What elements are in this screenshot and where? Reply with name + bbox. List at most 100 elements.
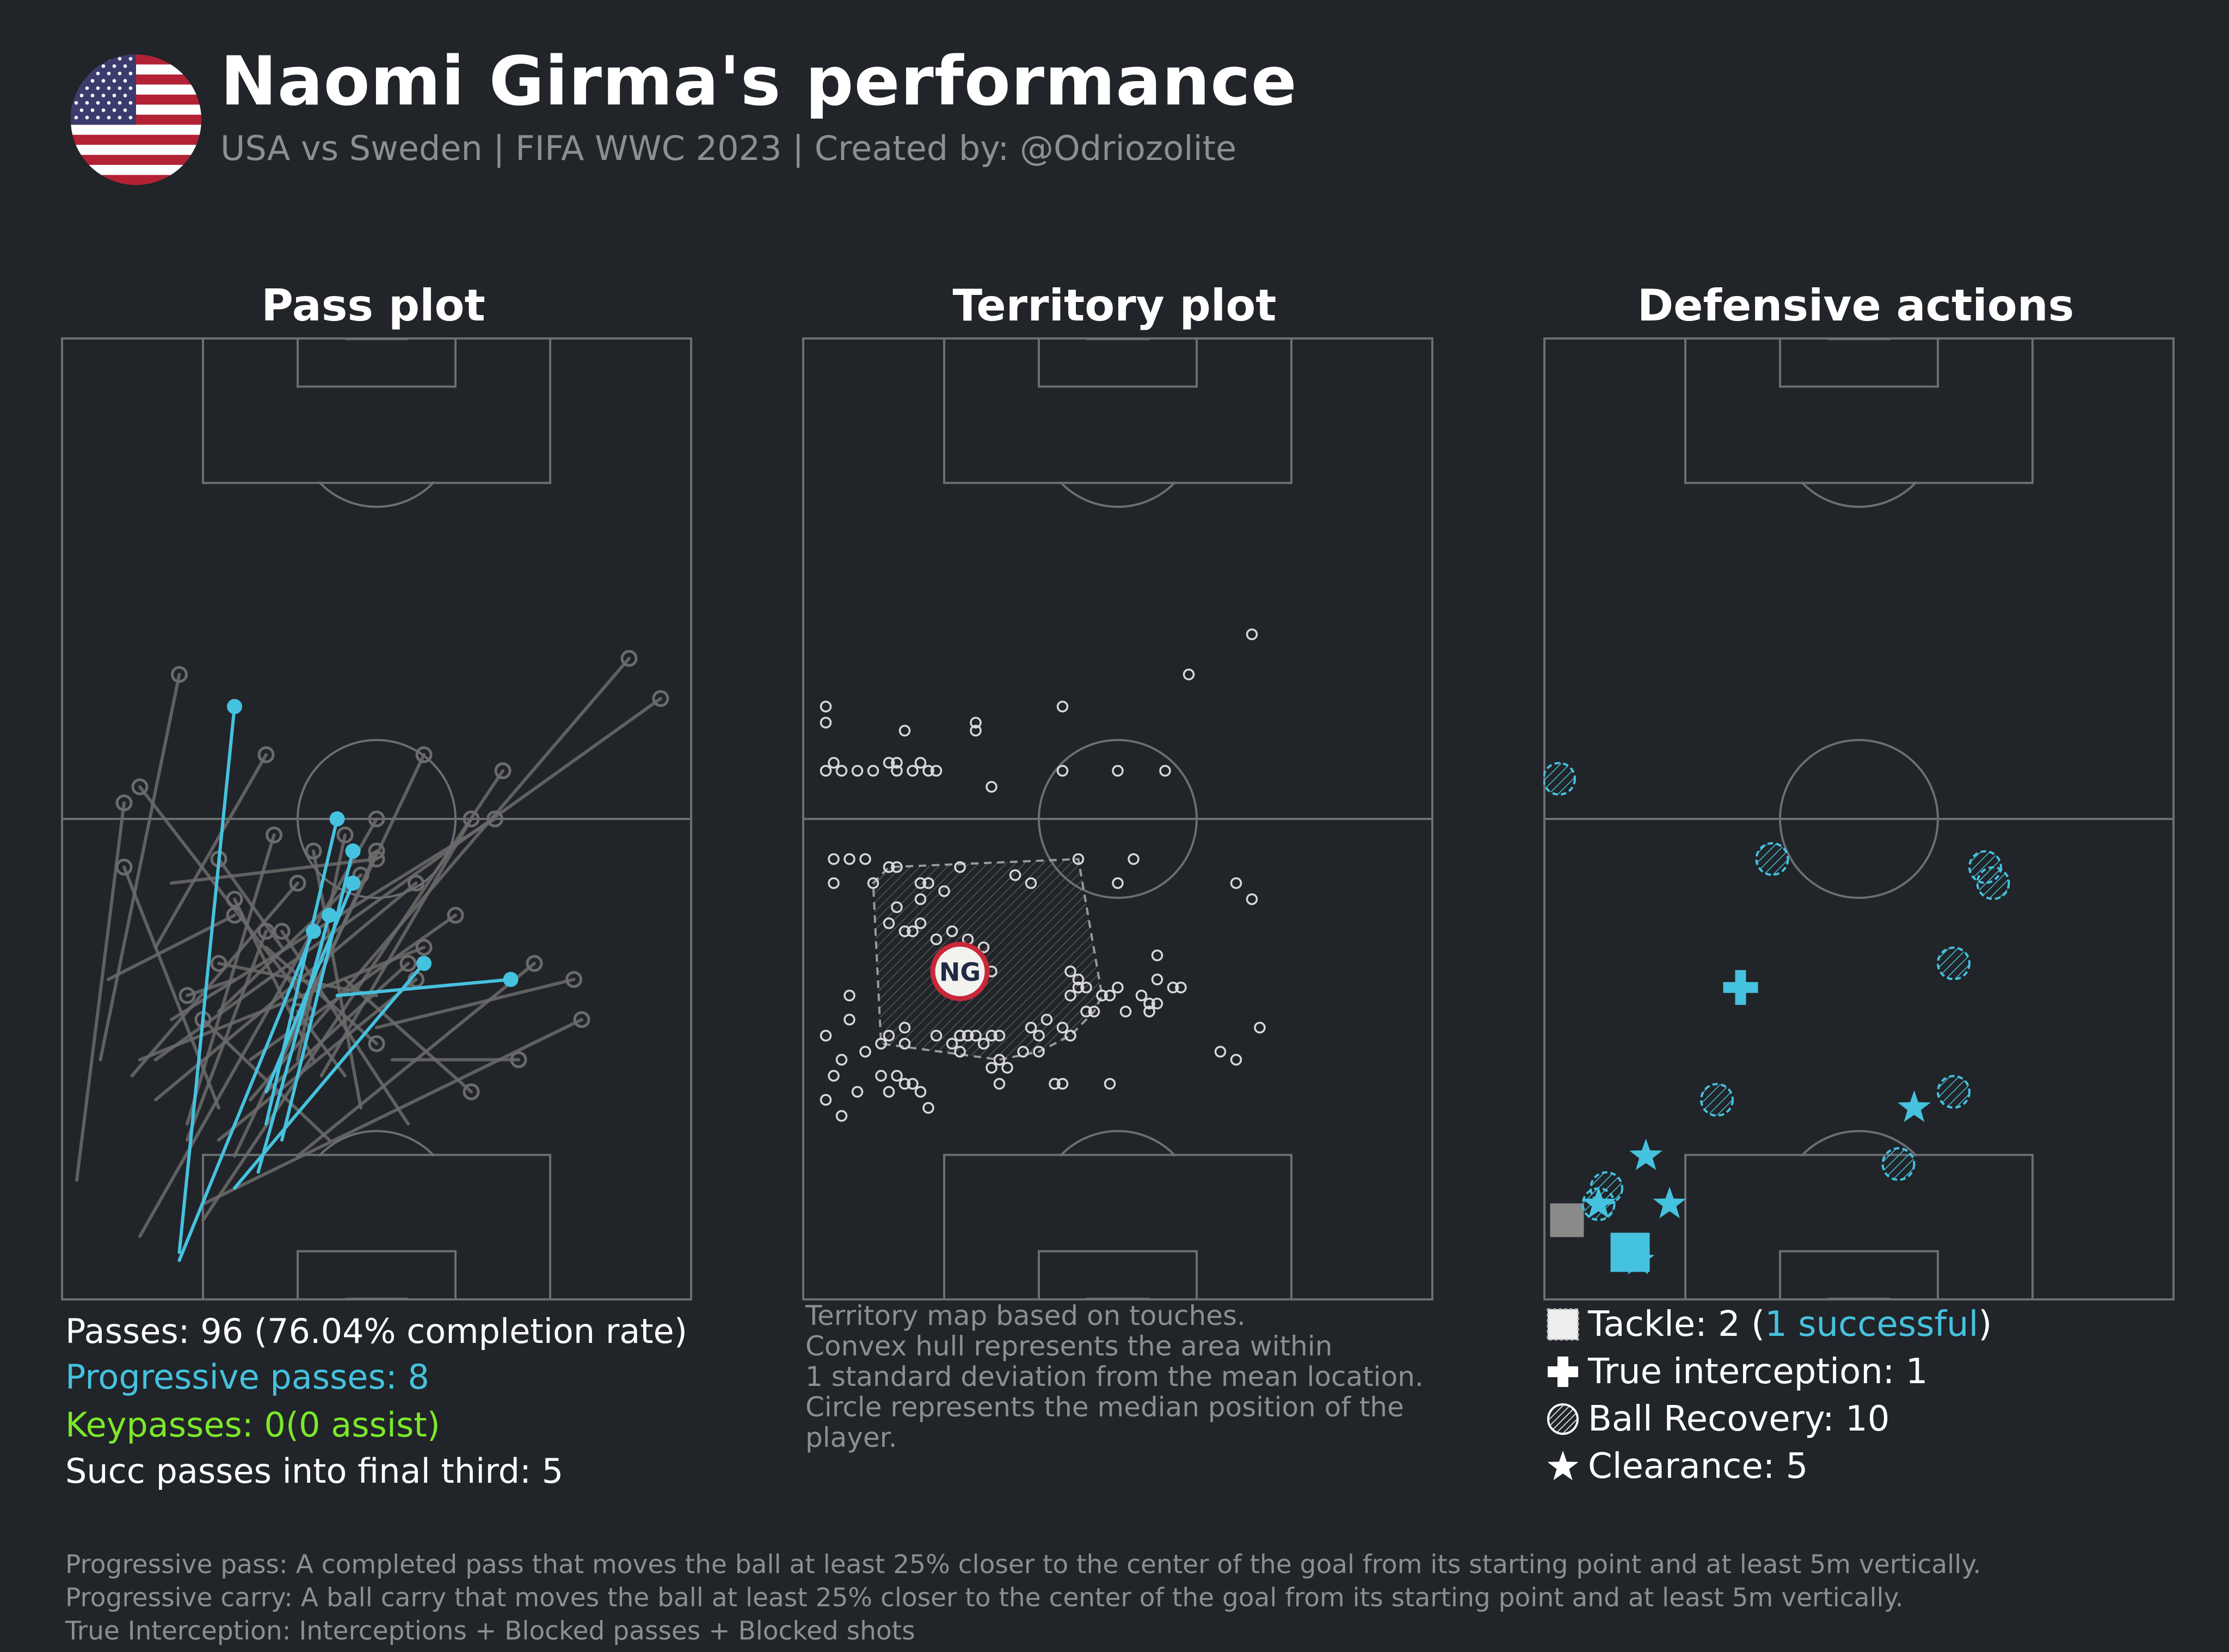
cross-legend-icon [1548, 1357, 1578, 1387]
flag-star [128, 71, 133, 76]
touch-point [835, 1110, 848, 1122]
touch-point [946, 1038, 958, 1050]
pass-end-marker [463, 1083, 480, 1100]
flag-star [79, 79, 84, 83]
flag-stripe [71, 175, 201, 185]
progressive-pass-line [264, 882, 355, 1094]
flag-star [74, 71, 78, 76]
top-six-yard-box [1038, 337, 1198, 388]
flag-star [107, 115, 111, 120]
flag-star [96, 115, 100, 120]
flag-stripe [71, 165, 201, 176]
pass-end-marker [620, 650, 638, 667]
pass-end-marker [565, 971, 582, 988]
touch-point [1183, 668, 1195, 681]
touch-point [828, 757, 840, 769]
touch-point [898, 725, 911, 737]
flag-star [118, 86, 122, 90]
defensive-actions-pitch [1543, 337, 2175, 1300]
progressive-pass-line [335, 978, 513, 997]
clearance-legend-label: Clearance: 5 [1588, 1446, 1808, 1487]
touch-point [851, 1086, 864, 1098]
touch-point [954, 861, 966, 873]
ball-recovery-marker [1755, 842, 1789, 876]
hatched-circle-legend-icon [1547, 1403, 1579, 1435]
touch-point [875, 1070, 887, 1082]
footnote-progressive-pass: Progressive pass: A completed pass that … [65, 1550, 1981, 1580]
flag-star [123, 108, 127, 112]
pass-end-marker [408, 874, 424, 892]
legend-recovery: Ball Recovery: 10 [1545, 1399, 1889, 1439]
pass-end-marker [447, 907, 464, 924]
bottom-six-yard-box [297, 1250, 457, 1300]
touch-point [1064, 989, 1076, 1002]
touch-point [922, 1102, 934, 1114]
ball-recovery-marker [1700, 1083, 1734, 1117]
touch-point [843, 853, 855, 865]
ball-recovery-marker [1976, 866, 2010, 900]
flag-star [128, 86, 133, 90]
touch-point [993, 1078, 1006, 1090]
touch-point [835, 765, 848, 777]
touch-point [828, 853, 840, 865]
pass-line [170, 857, 378, 885]
touch-point [883, 757, 895, 769]
pass-plot-pitch [61, 337, 692, 1300]
progressive-pass-end-marker [322, 908, 337, 923]
touch-point [891, 861, 903, 873]
pass-end-marker [210, 955, 227, 972]
progressive-pass-line [233, 961, 426, 1190]
flag-star [107, 101, 111, 105]
bottom-penalty-box [1684, 1154, 2034, 1300]
center-circle [297, 739, 457, 899]
touch-point [1119, 1006, 1132, 1018]
touch-point [1112, 982, 1124, 994]
pass-end-marker [115, 794, 133, 811]
touch-point [891, 765, 903, 777]
pass-line [264, 961, 410, 1094]
touch-point [1246, 628, 1258, 640]
top-penalty-box [202, 337, 551, 484]
touch-point [986, 1030, 997, 1041]
star-legend-icon [1547, 1451, 1579, 1481]
footnote-true-interception: True Interception: Interceptions + Block… [65, 1616, 915, 1646]
flag-star [96, 71, 100, 76]
touch-point [946, 925, 958, 938]
pass-line [186, 929, 268, 1142]
top-six-yard-box [297, 337, 457, 388]
pass-end-marker [336, 827, 354, 843]
touch-point [1175, 982, 1187, 994]
touch-point [1254, 1021, 1266, 1034]
median-position-marker [930, 941, 990, 1001]
progressive-pass-end-marker [329, 811, 345, 827]
top-penalty-box [943, 337, 1292, 484]
pass-end-marker [463, 810, 480, 828]
pass-line [249, 914, 457, 1062]
touch-point [954, 1030, 966, 1041]
tackle-fail-marker [1550, 1203, 1584, 1237]
progressive-pass-line [264, 817, 339, 1126]
bottom-six-yard-box [1038, 1250, 1198, 1300]
progressive-pass-line [177, 705, 236, 1254]
flag-star [107, 71, 111, 76]
touch-point [883, 1086, 895, 1098]
touch-point [1167, 982, 1179, 994]
center-circle [1038, 739, 1198, 899]
pass-end-marker [131, 778, 149, 796]
touch-point [875, 1038, 887, 1050]
flag-star [123, 79, 127, 83]
legend-interception: True interception: 1 [1545, 1352, 1928, 1392]
touch-point [993, 1053, 1006, 1066]
touch-point [828, 1070, 840, 1082]
passes-stat: Passes: 96 (76.04% completion rate) [65, 1311, 687, 1351]
touch-point [930, 1030, 943, 1041]
progressive-pass-line [177, 929, 315, 1262]
touch-point [1104, 1078, 1116, 1090]
flag-star [101, 64, 106, 68]
page-subtitle: USA vs Sweden | FIFA WWC 2023 | Created … [220, 128, 1237, 168]
touch-point [1151, 973, 1163, 985]
touch-point [914, 877, 927, 889]
flag-star [128, 101, 133, 105]
pass-end-marker [273, 923, 291, 940]
touch-point [1025, 877, 1037, 889]
